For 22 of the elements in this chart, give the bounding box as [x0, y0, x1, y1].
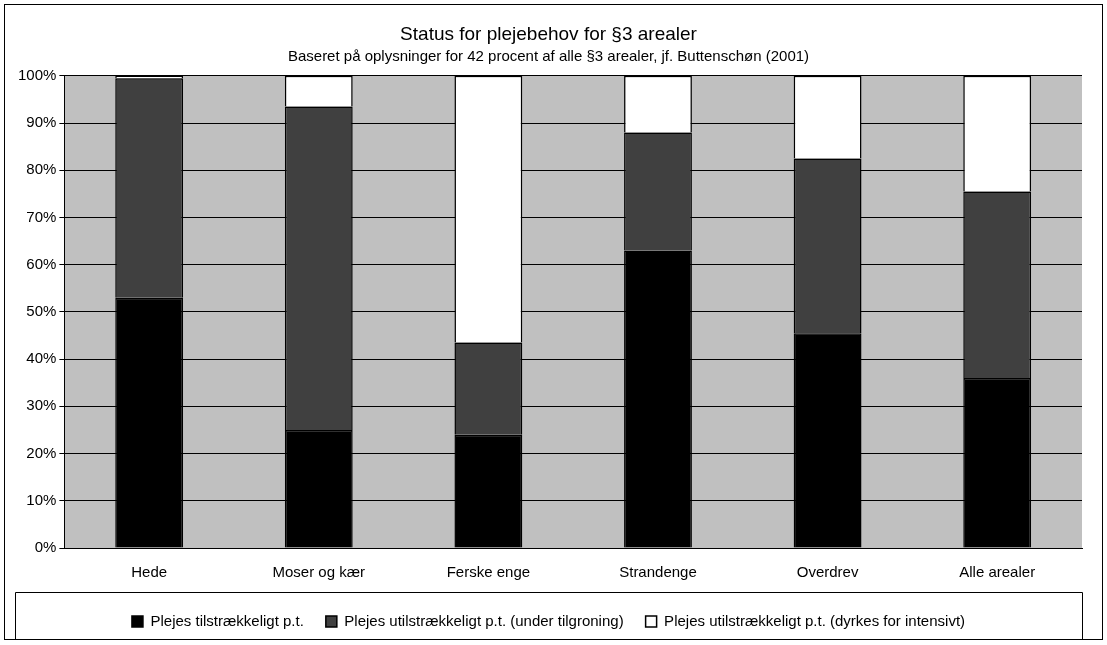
x-tick-label: Hede	[131, 563, 168, 581]
x-tick-label: Alle arealer	[959, 563, 1036, 581]
y-tick-label: 30%	[26, 396, 57, 414]
x-tick-label: Strandenge	[619, 563, 697, 581]
y-tick-label: 60%	[26, 254, 57, 272]
x-tick-label: Overdrev	[796, 563, 859, 581]
y-tick-label: 80%	[26, 160, 57, 178]
chart-title: Status for plejebehov for §3 arealer	[400, 22, 698, 44]
y-tick-label: 90%	[26, 113, 57, 131]
y-tick-label: 20%	[26, 443, 57, 461]
chart-subtitle: Baseret på oplysninger for 42 procent af alle §3 arealer, jf. Buttenschøn (2001)	[287, 46, 810, 64]
y-tick-label: 10%	[26, 490, 57, 508]
x-tick-label: Moser og kær	[272, 563, 366, 581]
legend-label: Plejes utilstrækkeligt p.t. (dyrkes for intensivt)	[664, 611, 966, 629]
legend-label: Plejes utilstrækkeligt p.t. (under tilgroning)	[344, 611, 624, 629]
x-tick-label: Ferske enge	[446, 563, 531, 581]
legend-label: Plejes tilstrækkeligt p.t.	[150, 611, 304, 629]
y-tick-label: 100%	[17, 65, 57, 83]
y-tick-label: 50%	[26, 302, 57, 320]
y-tick-label: 40%	[26, 349, 57, 367]
y-tick-label: 70%	[26, 207, 57, 225]
y-tick-label: 0%	[34, 538, 57, 556]
